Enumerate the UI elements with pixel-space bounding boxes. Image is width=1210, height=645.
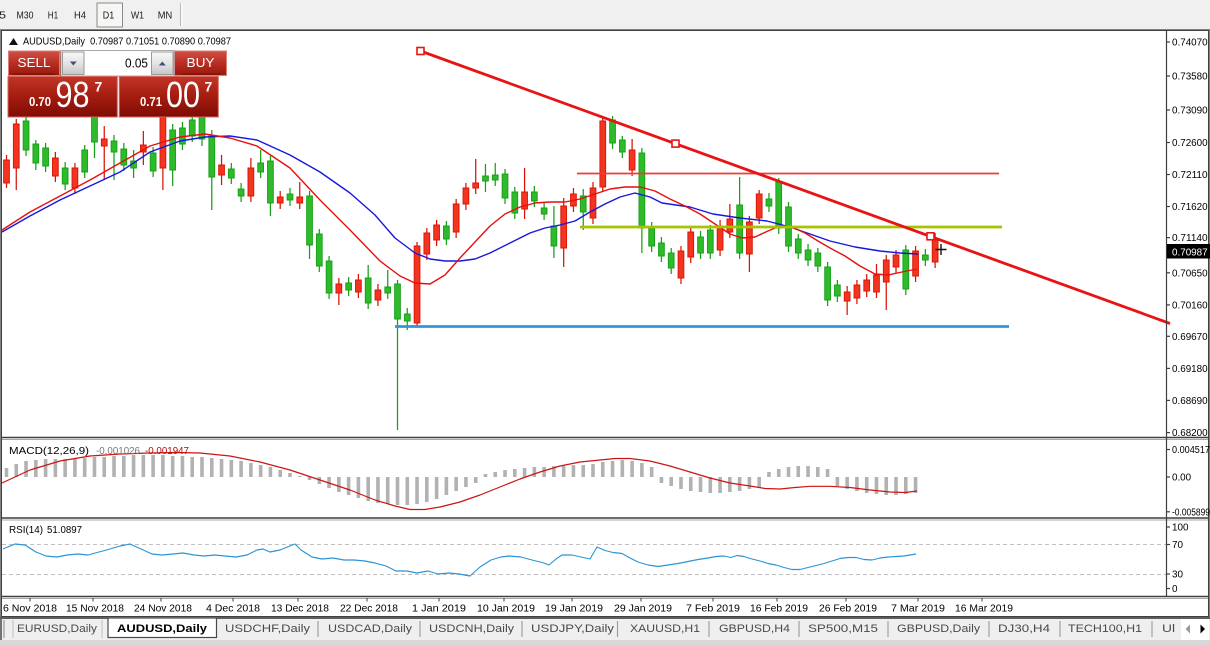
svg-text:26 Feb 2019: 26 Feb 2019	[819, 604, 877, 615]
svg-text:0.68200: 0.68200	[1172, 428, 1208, 439]
svg-text:EURUSD,Daily: EURUSD,Daily	[17, 623, 98, 635]
svg-text:13 Dec 2018: 13 Dec 2018	[271, 604, 329, 615]
svg-text:MACD(12,26,9)-0.001026-0.00194: MACD(12,26,9) -0.001026 -0.001947	[9, 446, 189, 457]
svg-text:1 Jan 2019: 1 Jan 2019	[412, 604, 466, 615]
svg-text:-0.005899: -0.005899	[1172, 507, 1210, 518]
svg-text:0: 0	[1172, 584, 1178, 595]
svg-text:M30: M30	[17, 10, 34, 22]
svg-text:7: 7	[205, 79, 213, 95]
svg-text:5: 5	[0, 10, 6, 22]
svg-text:22 Dec 2018: 22 Dec 2018	[340, 604, 398, 615]
svg-text:29 Jan 2019: 29 Jan 2019	[614, 604, 672, 615]
svg-text:USDCHF,Daily: USDCHF,Daily	[225, 623, 311, 635]
svg-text:W1: W1	[131, 10, 144, 22]
svg-text:30: 30	[1172, 570, 1183, 581]
svg-text:AUDUSD,Daily: AUDUSD,Daily	[117, 623, 208, 635]
svg-text:0.71: 0.71	[140, 94, 162, 109]
svg-text:0.71620: 0.71620	[1172, 202, 1208, 213]
svg-text:Ul: Ul	[1162, 623, 1175, 635]
svg-text:0.05: 0.05	[125, 57, 148, 71]
svg-text:7 Feb 2019: 7 Feb 2019	[686, 604, 740, 615]
svg-text:10 Jan 2019: 10 Jan 2019	[477, 604, 535, 615]
svg-text:24 Nov 2018: 24 Nov 2018	[134, 604, 192, 615]
svg-text:0.71140: 0.71140	[1172, 233, 1208, 244]
svg-text:98: 98	[56, 74, 90, 115]
svg-text:7 Mar 2019: 7 Mar 2019	[891, 604, 945, 615]
svg-text:00: 00	[166, 74, 200, 115]
svg-text:70: 70	[1172, 540, 1183, 551]
svg-text:0.69180: 0.69180	[1172, 364, 1208, 375]
svg-text:USDCAD,Daily: USDCAD,Daily	[328, 623, 413, 635]
svg-text:6 Nov 2018: 6 Nov 2018	[3, 604, 57, 615]
svg-text:16 Feb 2019: 16 Feb 2019	[750, 604, 808, 615]
svg-text:USDJPY,Daily: USDJPY,Daily	[531, 623, 615, 635]
svg-text:0.70: 0.70	[29, 94, 51, 109]
svg-text:XAUUSD,H1: XAUUSD,H1	[630, 623, 700, 635]
svg-text:0.72110: 0.72110	[1172, 170, 1208, 181]
svg-text:0.00: 0.00	[1172, 473, 1192, 484]
svg-text:0.70987: 0.70987	[1172, 248, 1208, 259]
svg-text:0.70160: 0.70160	[1172, 300, 1208, 311]
svg-text:USDCNH,Daily: USDCNH,Daily	[429, 623, 515, 635]
svg-text:MN: MN	[158, 10, 173, 22]
svg-text:TECH100,H1: TECH100,H1	[1068, 623, 1142, 635]
svg-text:15 Nov 2018: 15 Nov 2018	[66, 604, 124, 615]
svg-text:19 Jan 2019: 19 Jan 2019	[545, 604, 603, 615]
svg-text:0.74070: 0.74070	[1172, 38, 1208, 49]
svg-text:0.73580: 0.73580	[1172, 72, 1208, 83]
svg-text:0.70650: 0.70650	[1172, 268, 1208, 279]
svg-text:H4: H4	[74, 10, 86, 22]
svg-text:4 Dec 2018: 4 Dec 2018	[206, 604, 260, 615]
svg-text:0.72600: 0.72600	[1172, 138, 1208, 149]
svg-text:7: 7	[95, 79, 103, 95]
svg-text:0.73090: 0.73090	[1172, 106, 1208, 117]
svg-text:AUDUSD,Daily 0.70987 0.71051: AUDUSD,Daily 0.70987 0.71051 0.70890 0.7…	[23, 36, 231, 48]
svg-text:0.68690: 0.68690	[1172, 396, 1208, 407]
svg-text:BUY: BUY	[187, 56, 216, 70]
svg-text:SELL: SELL	[18, 56, 51, 70]
svg-text:H1: H1	[48, 10, 59, 22]
svg-text:GBPUSD,H4: GBPUSD,H4	[719, 623, 790, 635]
svg-text:RSI(14)51.0897: RSI(14) 51.0897	[9, 525, 82, 536]
svg-text:16 Mar 2019: 16 Mar 2019	[955, 604, 1013, 615]
svg-text:0.004517: 0.004517	[1172, 445, 1210, 456]
svg-text:SP500,M15: SP500,M15	[808, 623, 878, 635]
svg-text:D1: D1	[103, 10, 115, 22]
svg-text:100: 100	[1172, 523, 1189, 534]
svg-text:DJ30,H4: DJ30,H4	[998, 623, 1050, 635]
svg-text:GBPUSD,Daily: GBPUSD,Daily	[897, 623, 981, 635]
svg-text:0.69670: 0.69670	[1172, 332, 1208, 343]
